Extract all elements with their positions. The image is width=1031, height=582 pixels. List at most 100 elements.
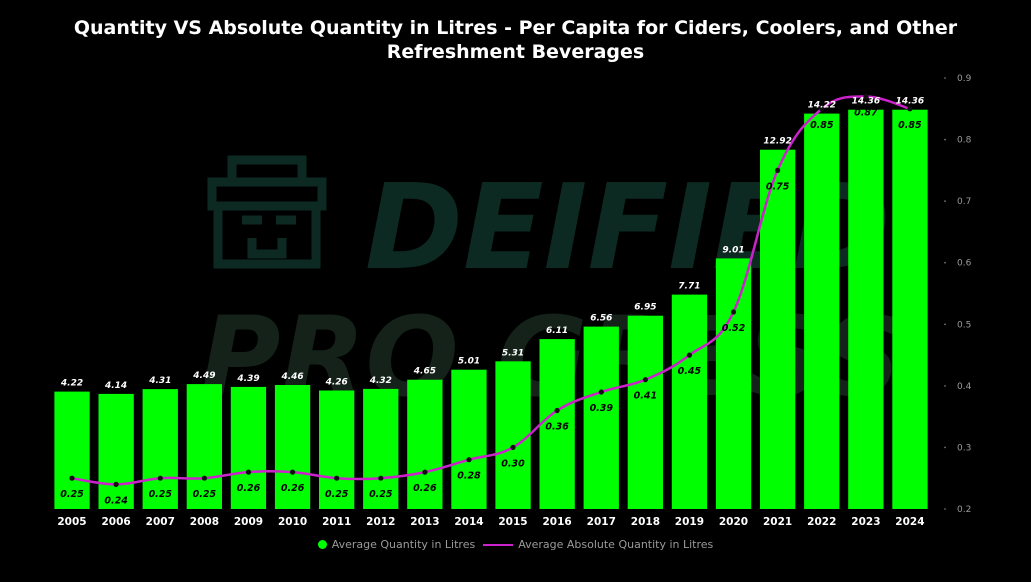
bar-value-label: 6.56 (590, 314, 612, 324)
bar-2016[interactable] (539, 339, 575, 509)
x-tick-label: 2007 (146, 516, 175, 528)
bar-2019[interactable] (671, 294, 708, 509)
line-value-label: 0.25 (325, 489, 349, 500)
line-point-2018[interactable] (642, 377, 649, 383)
line-point-2006[interactable] (113, 481, 119, 487)
y-tick-label: 0.7 (957, 197, 971, 207)
bar-value-label: 12.92 (763, 137, 791, 147)
bar-value-label: 14.36 (896, 97, 924, 107)
line-point-2014[interactable] (466, 457, 472, 463)
bar-2009[interactable] (230, 386, 267, 509)
line-point-2021[interactable] (775, 167, 781, 173)
bar-value-label: 4.14 (104, 381, 127, 391)
x-tick-label: 2015 (498, 516, 527, 528)
bar-2006[interactable] (98, 393, 134, 509)
legend: Average Quantity in Litres Average Absol… (0, 538, 1031, 551)
bar-2018[interactable] (627, 315, 663, 509)
x-tick-label: 2020 (719, 516, 748, 528)
x-axis: 2005 2006 2007 2008 2009 2010 2011 2012 2013 2014… (57, 516, 924, 528)
x-tick-label: 2024 (895, 516, 924, 528)
x-tick-label: 2018 (631, 516, 660, 528)
legend-item-bar[interactable]: Average Quantity in Litres (317, 538, 475, 551)
x-tick-label: 2016 (542, 516, 571, 528)
line-value-label: 0.25 (193, 489, 217, 500)
bar-2017[interactable] (583, 326, 619, 509)
chart-title: Quantity VS Absolute Quantity in Litres … (73, 17, 958, 63)
line-point-2007[interactable] (157, 475, 163, 481)
bar-value-label: 7.71 (678, 282, 700, 292)
line-point-2009[interactable] (245, 469, 252, 475)
mask-logo-icon (207, 155, 327, 269)
bar-2022[interactable] (804, 113, 840, 509)
x-tick-label: 2021 (763, 516, 792, 528)
line-point-2011[interactable] (334, 475, 340, 481)
line-value-label: 0.24 (104, 495, 128, 506)
line-value-label: 0.36 (545, 422, 569, 433)
bar-2024[interactable] (892, 109, 928, 509)
y-tick-label: 0.6 (957, 259, 972, 269)
line-value-label: 0.41 (634, 391, 657, 402)
line-point-2022[interactable] (819, 106, 825, 112)
line-point-2019[interactable] (686, 352, 693, 358)
bar-2010[interactable] (274, 385, 311, 509)
y-tick-mark (944, 261, 946, 264)
x-tick-label: 2006 (101, 516, 130, 528)
line-point-2010[interactable] (290, 469, 296, 475)
x-tick-label: 2017 (587, 516, 616, 528)
line-point-2023[interactable] (863, 93, 869, 100)
x-tick-label: 2014 (454, 516, 483, 528)
y-tick-label: 0.3 (957, 443, 971, 453)
y-tick-mark (944, 508, 946, 510)
line-value-label: 0.52 (722, 323, 746, 334)
line-value-label: 0.45 (678, 366, 702, 377)
bar-2011[interactable] (319, 390, 355, 510)
bar-2020[interactable] (715, 258, 752, 509)
bar-value-label: 4.46 (280, 372, 303, 382)
bar-2008[interactable] (186, 384, 222, 509)
line-value-label: 0.75 (766, 181, 790, 192)
bar-2012[interactable] (363, 388, 399, 509)
y-tick-mark (944, 385, 946, 387)
bar-2023[interactable] (848, 109, 884, 509)
bar-2013[interactable] (407, 379, 443, 509)
x-tick-label: 2011 (322, 516, 351, 528)
bar-value-label: 6.11 (546, 326, 568, 336)
bar-2005[interactable] (54, 391, 90, 509)
bar-value-label: 5.01 (458, 357, 480, 367)
line-point-2013[interactable] (422, 469, 428, 475)
bar-value-label: 4.65 (413, 367, 436, 377)
line-point-2024[interactable] (907, 106, 913, 112)
bars-layer (54, 109, 928, 510)
y-tick-label: 0.8 (957, 136, 972, 146)
line-value-label: 0.26 (281, 483, 305, 494)
line-point-2015[interactable] (510, 444, 516, 450)
line-value-label: 0.25 (369, 489, 393, 500)
bar-value-label: 4.32 (369, 376, 392, 386)
bar-2015[interactable] (495, 361, 531, 509)
x-tick-label: 2010 (278, 516, 307, 528)
bar-2014[interactable] (451, 369, 487, 509)
line-point-2008[interactable] (201, 475, 207, 481)
line-point-2017[interactable] (598, 389, 604, 395)
y-tick-label: 0.4 (957, 382, 972, 392)
line-value-label: 0.25 (149, 489, 173, 500)
line-value-label: 0.85 (810, 120, 834, 131)
x-tick-label: 2022 (807, 516, 836, 528)
x-tick-label: 2013 (410, 516, 439, 528)
line-point-2005[interactable] (69, 475, 75, 481)
labels-layer: 4.22 4.14 4.31 4.49 4.39 4.46 4.26 4.32 4.65 5.01… (60, 97, 924, 507)
line-point-2020[interactable] (730, 309, 737, 315)
x-tick-label: 2012 (366, 516, 395, 528)
legend-item-line[interactable]: Average Absolute Quantity in Litres (483, 538, 713, 551)
bar-2007[interactable] (142, 389, 178, 509)
y-tick-mark (944, 77, 946, 79)
line-layer (69, 93, 913, 487)
line-value-label: 0.28 (457, 471, 481, 482)
line-point-2012[interactable] (378, 475, 384, 481)
bar-value-label: 4.31 (148, 376, 171, 386)
y-tick-mark (944, 446, 946, 449)
absolute-quantity-line[interactable] (71, 95, 911, 486)
bar-value-label: 9.01 (722, 245, 744, 255)
line-point-2016[interactable] (554, 407, 560, 414)
